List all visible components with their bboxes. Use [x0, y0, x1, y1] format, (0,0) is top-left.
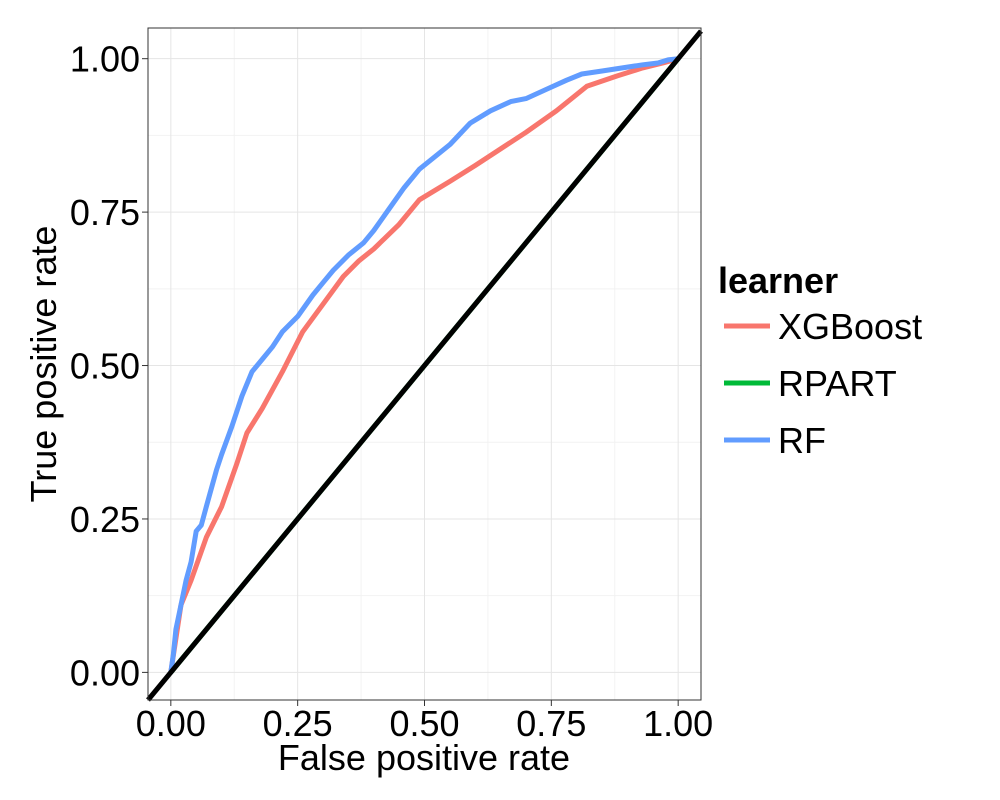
legend-item-rpart: RPART — [724, 363, 897, 404]
legend-title: learner — [718, 260, 838, 301]
x-tick-label: 1.00 — [643, 703, 713, 744]
legend-label: XGBoost — [778, 306, 922, 347]
y-tick-label: 1.00 — [70, 39, 140, 80]
x-axis-ticks: 0.00 0.25 0.50 0.75 1.00 — [136, 700, 713, 744]
y-axis-ticks: 0.00 0.25 0.50 0.75 1.00 — [70, 39, 148, 693]
x-tick-label: 0.50 — [389, 703, 459, 744]
legend-item-xgboost: XGBoost — [724, 306, 922, 347]
x-tick-label: 0.25 — [263, 703, 333, 744]
y-tick-label: 0.50 — [70, 346, 140, 387]
series-line-xgboost — [168, 56, 681, 675]
x-tick-label: 0.75 — [516, 703, 586, 744]
y-tick-label: 0.00 — [70, 652, 140, 693]
series-line-rf — [168, 56, 681, 675]
x-axis-title: False positive rate — [278, 737, 570, 778]
y-tick-label: 0.25 — [70, 499, 140, 540]
legend-items: XGBoost RPART RF — [724, 306, 922, 461]
legend: learner XGBoost RPART RF — [718, 260, 922, 461]
reference-diagonal-line — [146, 29, 703, 702]
x-tick-label: 0.00 — [136, 703, 206, 744]
legend-label: RF — [778, 420, 826, 461]
y-axis-title: True positive rate — [23, 226, 64, 503]
legend-item-rf: RF — [724, 420, 826, 461]
y-tick-label: 0.75 — [70, 192, 140, 233]
legend-label: RPART — [778, 363, 897, 404]
